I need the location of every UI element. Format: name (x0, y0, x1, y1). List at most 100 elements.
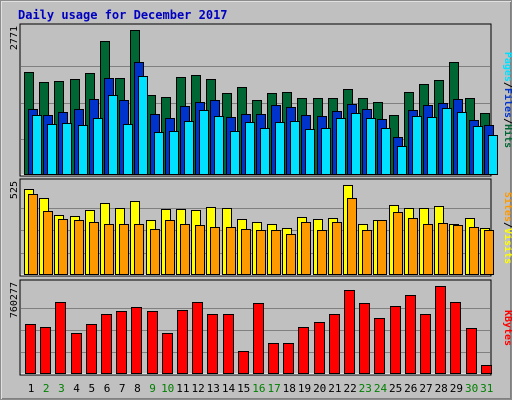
bar-sites-day-8 (134, 224, 144, 275)
bar-sites-day-18 (286, 234, 296, 275)
x-tick-label-day-20: 20 (313, 382, 326, 395)
bar-sites-day-26 (408, 218, 418, 275)
bar-sites-day-22 (347, 198, 357, 275)
legend-separator: / (502, 222, 512, 228)
x-tick-label-day-28: 28 (435, 382, 448, 395)
bar-pages-day-28 (442, 108, 452, 175)
bar-kbytes-day-19 (298, 327, 309, 374)
bar-sites-day-3 (58, 219, 68, 275)
bar-kbytes-day-5 (86, 324, 97, 374)
bar-sites-day-10 (165, 220, 175, 275)
x-tick-label-day-17: 17 (267, 382, 280, 395)
x-tick-label-day-7: 7 (119, 382, 126, 395)
bar-kbytes-day-6 (101, 314, 112, 374)
legend-item-hits: Hits (502, 124, 512, 148)
x-tick-label-day-30: 30 (465, 382, 478, 395)
y-max-label: 760277 (9, 282, 20, 318)
x-tick-label-day-24: 24 (374, 382, 388, 395)
bar-sites-day-13 (210, 227, 220, 275)
x-tick-label-day-4: 4 (73, 382, 80, 395)
bar-sites-day-12 (195, 225, 205, 275)
bar-kbytes-day-9 (147, 311, 158, 374)
x-tick-label-day-5: 5 (88, 382, 95, 395)
bar-kbytes-day-21 (329, 314, 340, 374)
bar-kbytes-day-3 (55, 302, 66, 374)
y-max-label: 525 (9, 181, 20, 199)
bar-sites-day-23 (362, 230, 372, 275)
bar-sites-day-7 (119, 224, 129, 275)
bar-pages-day-31 (488, 135, 498, 175)
x-tick-label-day-19: 19 (298, 382, 311, 395)
x-tick-label-day-27: 27 (419, 382, 432, 395)
x-tick-label-day-1: 1 (28, 382, 35, 395)
bar-pages-day-1 (32, 115, 42, 175)
bar-kbytes-day-14 (223, 314, 234, 374)
bar-sites-day-28 (438, 223, 448, 275)
x-axis-labels: 1 2 3 4 5 6 7 8 9 10 11 12 13 14 15 16 17 18 19 20 21 22 23 24 2… (28, 382, 494, 395)
legend-separator: / (502, 82, 512, 88)
bar-kbytes-day-29 (450, 302, 461, 374)
bar-sites-day-19 (301, 222, 311, 275)
bar-kbytes-day-15 (238, 351, 249, 374)
bar-kbytes-day-31 (481, 365, 492, 374)
legend-hits-files-pages: Pages/Files/Hits (502, 52, 512, 148)
bar-pages-day-15 (245, 122, 255, 175)
bar-sites-day-6 (104, 224, 114, 275)
bar-sites-day-9 (150, 229, 160, 275)
x-tick-label-day-31: 31 (480, 382, 493, 395)
bar-pages-day-21 (336, 118, 346, 175)
bar-kbytes-day-13 (207, 314, 218, 374)
bar-pages-day-22 (351, 113, 361, 175)
bar-pages-day-5 (93, 118, 103, 175)
x-tick-label-day-10: 10 (161, 382, 174, 395)
bar-pages-day-27 (427, 117, 437, 175)
bar-sites-day-31 (484, 230, 494, 275)
bar-pages-day-20 (321, 128, 331, 175)
x-tick-label-day-11: 11 (176, 382, 189, 395)
bar-sites-day-4 (74, 220, 84, 275)
x-tick-label-day-2: 2 (43, 382, 50, 395)
y-max-label: 2771 (9, 26, 20, 50)
bar-pages-day-17 (275, 122, 285, 175)
bar-kbytes-day-10 (162, 333, 173, 374)
x-tick-label-day-9: 9 (149, 382, 156, 395)
x-tick-label-day-26: 26 (404, 382, 417, 395)
bar-kbytes-day-30 (466, 328, 477, 374)
bar-sites-day-11 (180, 224, 190, 275)
x-tick-label-day-23: 23 (359, 382, 372, 395)
bar-pages-day-30 (473, 126, 483, 175)
chart-title: Daily usage for December 2017 (18, 8, 228, 22)
legend-item-visits: Visits (502, 228, 512, 264)
legend-visits-sites: Sites/Visits (502, 192, 512, 264)
legend-item-sites: Sites (502, 192, 512, 222)
bar-sites-day-15 (241, 229, 251, 275)
x-tick-label-day-21: 21 (328, 382, 341, 395)
bar-sites-day-16 (256, 230, 266, 275)
bar-sites-day-5 (89, 222, 99, 275)
x-tick-label-day-6: 6 (104, 382, 111, 395)
x-tick-label-day-13: 13 (207, 382, 220, 395)
bar-pages-day-19 (305, 129, 315, 175)
bar-pages-day-29 (457, 112, 467, 175)
bar-pages-day-24 (381, 128, 391, 175)
bar-pages-day-9 (154, 132, 164, 175)
panel-visits-sites: 525 Sites/Visits (9, 178, 512, 277)
bar-kbytes-day-18 (283, 343, 294, 374)
bar-sites-day-24 (377, 220, 387, 275)
bar-pages-day-3 (62, 123, 72, 175)
bar-kbytes-day-23 (359, 303, 370, 374)
bar-sites-day-29 (453, 225, 463, 275)
panel-kbytes: 760277 KBytes (9, 279, 512, 376)
bar-kbytes-day-20 (314, 322, 325, 374)
bar-pages-day-26 (412, 116, 422, 175)
bar-sites-day-17 (271, 230, 281, 275)
bar-kbytes-day-12 (192, 302, 203, 374)
bar-kbytes-day-25 (390, 306, 401, 374)
bar-pages-day-13 (214, 116, 224, 175)
bar-sites-day-14 (226, 227, 236, 275)
x-tick-label-day-15: 15 (237, 382, 250, 395)
bar-kbytes-day-22 (344, 290, 355, 374)
legend-item-files: Files (502, 88, 512, 118)
bar-kbytes-day-24 (374, 318, 385, 374)
